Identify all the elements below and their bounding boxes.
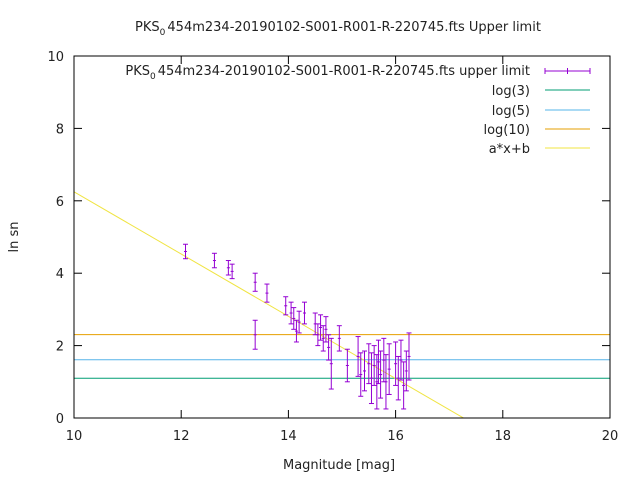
y-tick-label: 0: [56, 412, 64, 427]
x-tick-label: 10: [66, 429, 83, 444]
legend-key: [544, 68, 591, 74]
data-point: [229, 263, 235, 280]
y-axis-label: ln sn: [7, 222, 22, 253]
data-point: [403, 350, 409, 392]
data-point: [182, 243, 188, 260]
data-point: [288, 301, 294, 325]
data-point: [368, 352, 374, 405]
data-point: [406, 332, 412, 381]
data-point: [328, 337, 334, 390]
data-point: [315, 323, 321, 347]
plot-frame: [73, 55, 611, 419]
legend-label-log10: log(10): [483, 123, 530, 138]
data-points: [182, 243, 412, 410]
legend-label-upper-limit: PKS0 454m234-20190102-S001-R001-R-220745.…: [125, 64, 530, 82]
x-tick-label: 16: [387, 429, 404, 444]
data-point: [291, 307, 297, 330]
data-point: [301, 301, 307, 325]
data-point: [398, 339, 404, 381]
data-point: [395, 355, 401, 401]
legend: PKS0 454m234-20190102-S001-R001-R-220745.…: [125, 64, 591, 157]
data-point: [386, 343, 392, 395]
data-point: [318, 314, 324, 341]
data-point: [336, 325, 342, 352]
x-tick-label: 12: [173, 429, 190, 444]
data-point: [296, 310, 302, 334]
legend-label-fit: a*x+b: [489, 142, 530, 157]
data-point: [374, 354, 380, 410]
data-point: [401, 361, 407, 410]
data-point: [252, 319, 258, 350]
data-point: [293, 319, 299, 343]
data-point: [323, 316, 329, 343]
data-point: [362, 350, 368, 392]
x-tick-label: 20: [602, 429, 619, 444]
y-tick-label: 4: [56, 267, 64, 282]
y-tick-label: 2: [56, 340, 64, 355]
data-point: [366, 343, 372, 385]
data-point: [393, 341, 399, 386]
fit-line: [74, 191, 465, 418]
y-tick-label: 6: [56, 195, 64, 210]
data-point: [358, 352, 364, 397]
legend-label-log5: log(5): [492, 104, 530, 119]
data-point: [320, 325, 326, 352]
data-point: [225, 260, 231, 276]
y-tick-label: 8: [56, 122, 64, 137]
data-point: [344, 348, 350, 383]
chart-title: PKS0 454m234-20190102-S001-R001-R-220745.…: [135, 20, 541, 38]
reference-lines: [74, 191, 610, 418]
data-point: [355, 336, 361, 377]
data-point: [283, 296, 289, 316]
data-point: [383, 354, 389, 410]
data-point: [371, 345, 377, 386]
data-point: [378, 350, 384, 399]
data-point: [211, 252, 217, 269]
x-tick-label: 14: [280, 429, 297, 444]
legend-label-log3: log(3): [492, 84, 530, 99]
data-point: [252, 272, 258, 292]
y-tick-label: 10: [47, 50, 64, 65]
axis-ticks: 10 12 14 16 18 20 0 2 4 6 8 10: [47, 50, 618, 444]
x-axis-label: Magnitude [mag]: [283, 458, 395, 473]
data-point: [264, 283, 270, 303]
legend-keys: [544, 68, 591, 149]
x-tick-label: 18: [495, 429, 512, 444]
data-point: [326, 334, 332, 361]
